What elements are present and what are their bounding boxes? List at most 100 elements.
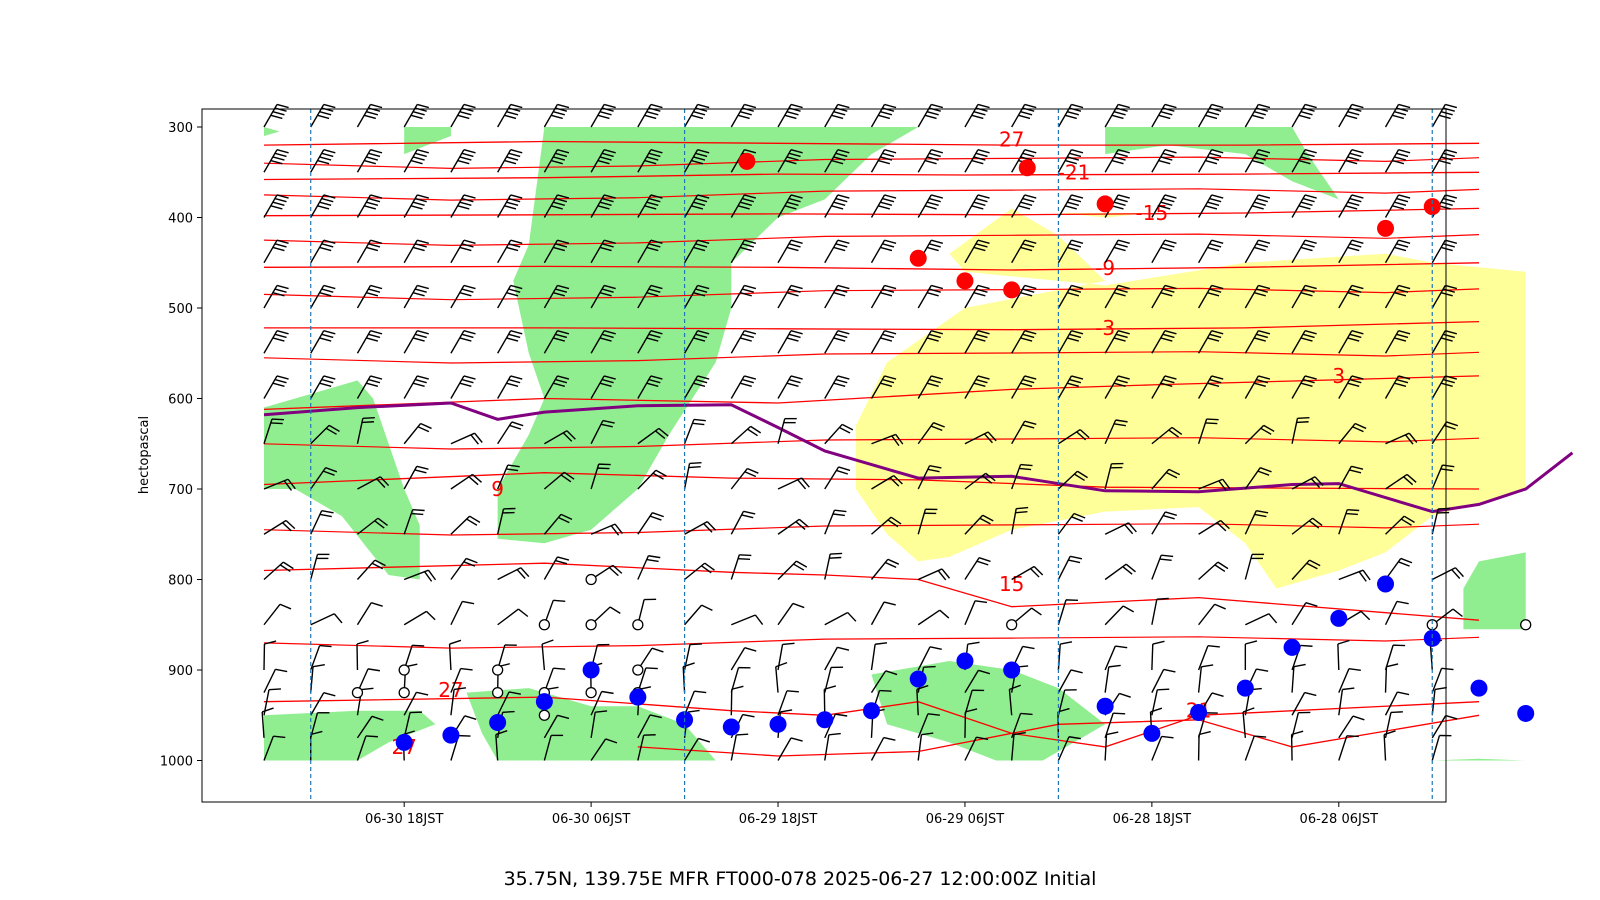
barb-feather [463, 103, 476, 109]
wind-barb [1291, 517, 1323, 535]
barb-staff [403, 712, 411, 739]
barb-staff [964, 104, 979, 128]
wind-barb [1337, 639, 1350, 671]
barb-feather [1113, 292, 1126, 297]
calm-circle [585, 619, 597, 631]
wind-barb [1197, 284, 1224, 309]
barb-feather [410, 114, 423, 120]
barb-feather [1122, 566, 1133, 575]
barb-staff [824, 330, 839, 354]
barb-staff [964, 690, 973, 716]
barb-feather [1349, 152, 1362, 158]
barb-feather [417, 426, 430, 433]
barb-feather [276, 375, 289, 380]
barb-feather [410, 205, 423, 210]
barb-feather [1256, 509, 1269, 514]
barb-feather [973, 156, 986, 161]
barb-feather [1113, 337, 1126, 342]
barb-feather [1160, 292, 1173, 297]
wind-barb [310, 509, 334, 535]
barb-feather [1351, 194, 1364, 199]
y-axis-label: hectopascal [137, 416, 152, 494]
barb-feather [516, 569, 526, 579]
barb-staff [1057, 599, 1067, 625]
wind-barb [1244, 375, 1271, 399]
barb-feather [1396, 333, 1409, 339]
wind-barb [824, 284, 850, 309]
barb-feather [831, 114, 844, 120]
barb-feather [323, 284, 336, 290]
barb-feather [744, 330, 757, 335]
barb-feather [1445, 375, 1458, 380]
wind-barb [263, 519, 296, 535]
barb-feather [601, 378, 614, 384]
wind-barb [730, 510, 756, 535]
barb-staff [870, 285, 886, 309]
wind-barb [1057, 239, 1084, 264]
barb-feather [368, 333, 381, 339]
barb-feather [287, 478, 296, 490]
barb-feather [366, 292, 379, 297]
barb-staff [730, 667, 740, 693]
barb-feather [883, 736, 896, 741]
barb-feather [691, 205, 704, 210]
barb-feather [603, 375, 616, 380]
wind-barb [1151, 468, 1181, 490]
barb-staff [777, 603, 794, 626]
barb-feather [893, 475, 903, 485]
barb-feather [1445, 194, 1458, 199]
barb-staff [310, 330, 325, 354]
barb-feather [1067, 292, 1080, 297]
barb-staff [1291, 692, 1306, 716]
barb-feather [1442, 378, 1455, 384]
wind-barb [1197, 103, 1224, 128]
wind-barb [637, 239, 663, 264]
barb-staff [870, 644, 876, 671]
wind-barb [637, 734, 656, 761]
barb-feather [927, 713, 940, 716]
barb-feather [463, 149, 476, 154]
calm-circle [632, 619, 644, 631]
barb-feather [694, 690, 707, 694]
barb-feather [977, 330, 990, 335]
barb-staff [683, 285, 699, 309]
barb-feather [1207, 156, 1220, 161]
wind-barb [1197, 375, 1224, 399]
y-tick-label: 700 [168, 483, 193, 498]
barb-staff [450, 473, 473, 490]
barb-staff [1244, 194, 1259, 218]
wind-barb [1291, 149, 1317, 173]
barb-feather [412, 292, 425, 297]
barb-feather [796, 560, 808, 568]
barb-feather [1398, 103, 1411, 109]
wind-barb [263, 375, 289, 399]
barb-feather [510, 375, 523, 380]
barb-staff [870, 558, 889, 580]
wind-barb [450, 103, 476, 128]
barb-staff [637, 375, 652, 399]
barb-staff [1431, 421, 1447, 445]
blue-dot [769, 715, 787, 733]
wind-barb [1338, 330, 1364, 354]
barb-feather [1300, 644, 1313, 647]
blue-dot [1003, 661, 1021, 679]
barb-feather [1013, 731, 1026, 736]
wind-barb [1104, 284, 1130, 309]
barb-feather [1442, 197, 1455, 203]
wind-barb [356, 375, 383, 399]
wind-barb [1431, 507, 1451, 535]
wind-barb [964, 514, 994, 535]
barb-feather [1345, 512, 1358, 516]
barb-feather [650, 330, 663, 335]
barb-feather [508, 243, 521, 248]
wind-barb [824, 375, 850, 399]
wind-barb [1151, 511, 1177, 535]
wind-barb [964, 472, 996, 490]
barb-staff [730, 734, 737, 761]
wind-barb [1338, 194, 1364, 218]
barb-feather [976, 736, 989, 741]
barb-feather [601, 197, 614, 203]
x-tick-label: 06-29 06JST [926, 812, 1005, 827]
barb-feather [1254, 735, 1267, 738]
wind-barb [403, 610, 436, 626]
